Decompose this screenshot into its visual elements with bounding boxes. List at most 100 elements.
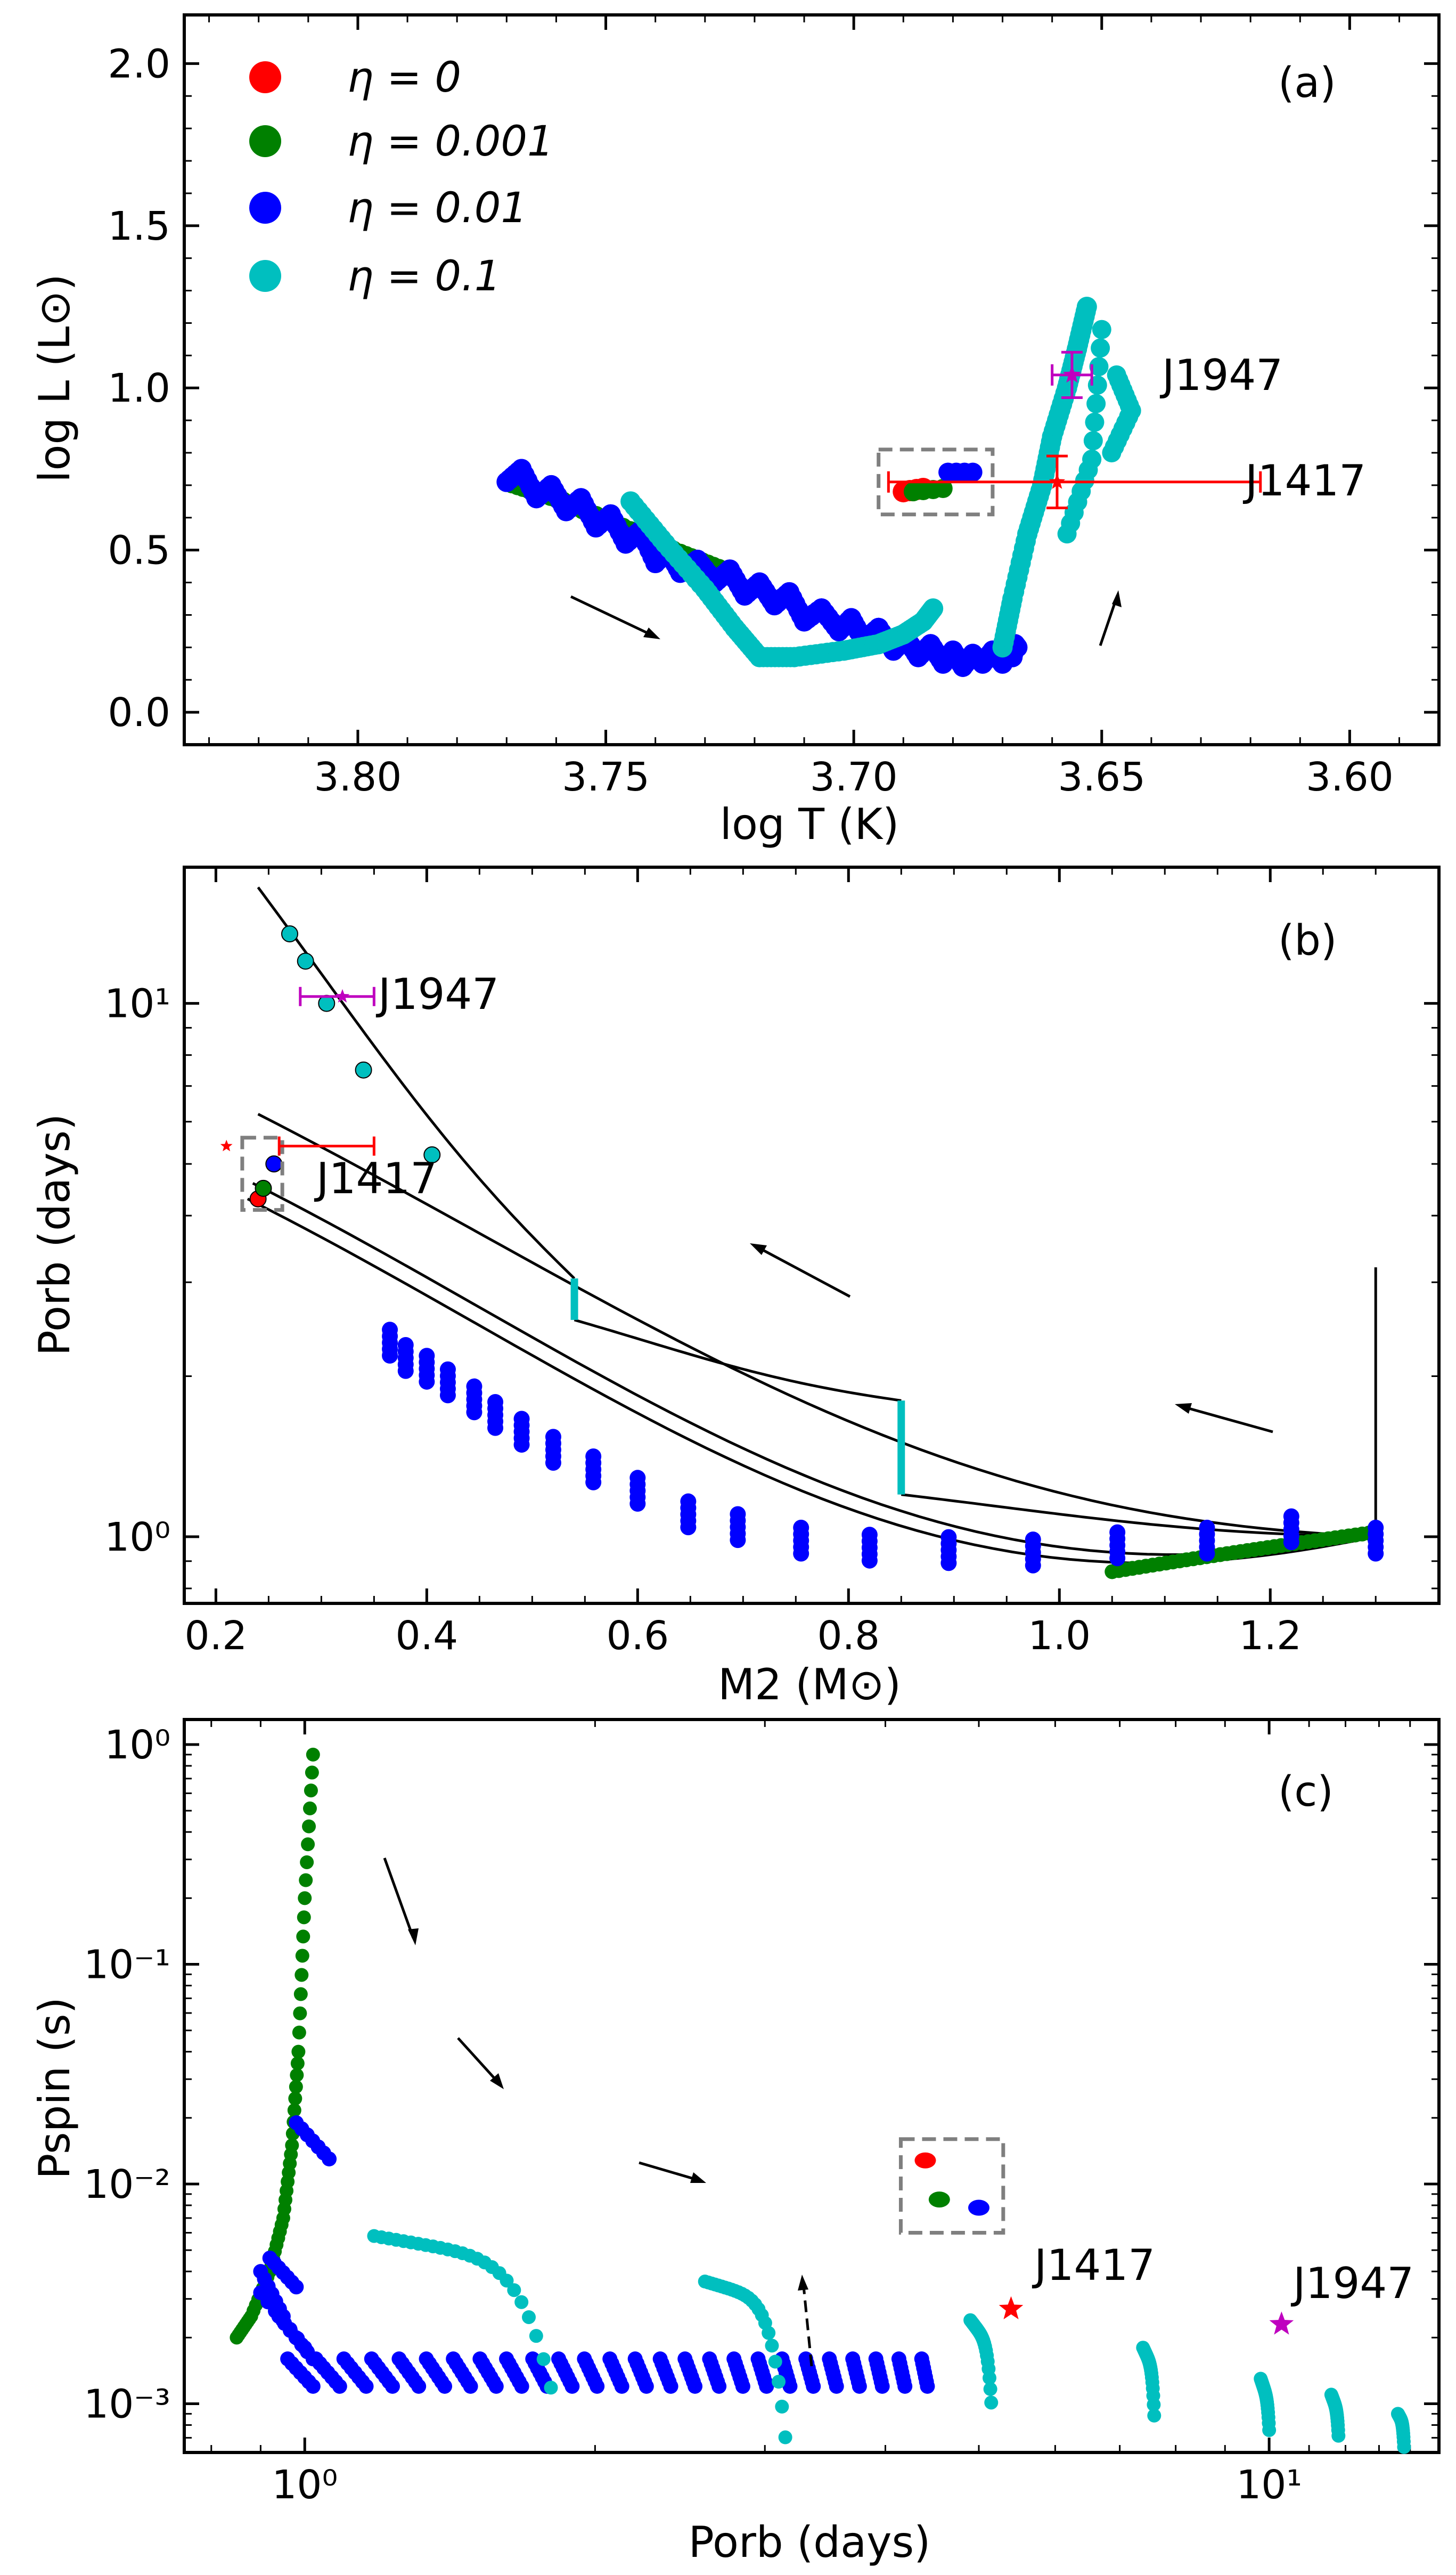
- eta-001-point: [730, 1506, 746, 1522]
- eta-01-point: [500, 2274, 514, 2288]
- panel-b-ylabel: Porb (days): [30, 1114, 79, 1356]
- x-tick-label: 3.80: [314, 754, 402, 800]
- panel-a-ylabel: log L (L⊙): [30, 274, 79, 482]
- eta-001-point: [1368, 1519, 1384, 1536]
- eta-001-point: [629, 1470, 646, 1486]
- panel-a: 3.80 3.75 3.70 3.65 3.60 0.0 0.5 1.0 1.5 2.0 η = …: [30, 13, 1441, 849]
- eta-001-point: [466, 1378, 482, 1395]
- eta-001-point: [565, 2378, 580, 2394]
- arrow: [457, 2037, 501, 2085]
- eta-01-point: [983, 2382, 997, 2396]
- eta-001-point: [759, 2378, 774, 2394]
- panel-c-arrows: [383, 1857, 813, 2367]
- y-tick-label: 10⁰: [104, 1722, 170, 1768]
- x-tick-label: 1.0: [1028, 1613, 1091, 1659]
- arrowhead: [408, 1928, 419, 1945]
- y-tick-label: 2.0: [108, 41, 170, 87]
- arrowhead: [490, 2073, 504, 2089]
- eta-001-point: [358, 2378, 374, 2394]
- eta-01-point: [765, 2338, 779, 2353]
- eta-0001-point: [302, 1801, 317, 1815]
- legend-marker-eta-0: [249, 61, 281, 93]
- eta-01-point: [982, 2371, 996, 2385]
- eta-001-point: [852, 2378, 867, 2394]
- end-point: [265, 1155, 283, 1173]
- panel-c: 10⁰ 10¹ 10⁻³ 10⁻² 10⁻¹ 10⁰ (c) J1417 J1947 Po…: [30, 1718, 1441, 2567]
- eta-0001-point: [290, 2056, 305, 2071]
- eta-0001-point: [298, 1891, 312, 1905]
- eta-001-point: [920, 2378, 935, 2394]
- eta-01-point: [536, 2352, 551, 2366]
- eta-001-point: [513, 1411, 530, 1427]
- eta-001-point: [861, 1527, 878, 1543]
- j1417-star: [999, 2296, 1024, 2319]
- arrowhead: [1112, 590, 1122, 607]
- panel-b-ticks: 0.2 0.4 0.6 0.8 1.0 1.2 10⁰ 10¹: [104, 867, 1439, 1659]
- y-tick-label: 10⁻²: [84, 2162, 170, 2207]
- eta-001-point: [1109, 1524, 1126, 1541]
- eta-0001-point: [297, 1910, 311, 1925]
- eta-01-point: [1082, 450, 1102, 469]
- eta-01-point: [1331, 2429, 1346, 2443]
- x-tick-label: 3.60: [1306, 754, 1394, 800]
- end-point: [928, 2191, 950, 2208]
- eta-0001-point: [305, 1765, 319, 1780]
- panel-c-xlabel: Porb (days): [689, 2517, 931, 2567]
- y-tick-label: 10⁻¹: [84, 1942, 170, 1987]
- panel-b-frame: [183, 866, 1441, 1605]
- y-tick-label: 1.0: [108, 365, 170, 411]
- eta-001-point: [382, 1322, 398, 1338]
- eta-01-point: [1091, 338, 1110, 358]
- panel-b-j1417-label: J1417: [314, 1154, 437, 1203]
- eta-01-point: [423, 1146, 441, 1163]
- panel-a-data: [496, 297, 1262, 677]
- eta-001-point: [545, 1429, 561, 1445]
- arrowhead: [1175, 1403, 1192, 1414]
- eta-001-point: [419, 1348, 435, 1364]
- eta-001-point: [1283, 1508, 1299, 1525]
- j1947-star: [1269, 2311, 1294, 2335]
- x-tick-label: 0.6: [606, 1613, 669, 1659]
- eta-0001-point: [285, 2138, 299, 2153]
- arrow: [570, 595, 657, 639]
- j1947-star: [1062, 365, 1081, 383]
- y-tick-label: 10⁰: [104, 1514, 170, 1560]
- eta-001-point: [793, 1519, 809, 1536]
- eta-001-point: [782, 2378, 798, 2394]
- eta-0001-point: [293, 1987, 308, 2001]
- eta-001-point: [680, 1493, 697, 1510]
- panel-c-ylabel: Pspin (s): [30, 1997, 79, 2179]
- eta-001-point: [463, 2378, 478, 2394]
- panel-c-ticks: 10⁰ 10¹ 10⁻³ 10⁻² 10⁻¹ 10⁰: [84, 1720, 1439, 2508]
- panel-a-label: (a): [1278, 59, 1336, 107]
- eta-001-point: [897, 2378, 913, 2394]
- x-tick-label: 0.2: [185, 1613, 248, 1659]
- x-tick-label: 0.8: [817, 1613, 880, 1659]
- eta-01-point: [544, 2381, 558, 2395]
- y-tick-label: 1.5: [108, 203, 170, 249]
- eta-01-point: [281, 925, 298, 943]
- eta-0001-point: [295, 1968, 309, 1982]
- x-tick-label: 10⁰: [272, 2462, 338, 2508]
- eta-0001-point: [295, 1949, 309, 1963]
- panel-a-arrows: [570, 590, 1122, 646]
- eta-001-point: [385, 2378, 400, 2394]
- arrow-dashed: [801, 2280, 813, 2367]
- legend: η = 0 η = 0.001 η = 0.01 η = 0.1: [249, 54, 554, 300]
- eta-0001-point: [287, 2103, 301, 2117]
- arrowhead: [798, 2275, 808, 2291]
- eta-001-point: [711, 2378, 727, 2394]
- eta-001-point: [688, 2378, 703, 2394]
- eta-01-track: [257, 886, 576, 1280]
- end-point: [255, 1179, 272, 1197]
- eta-0001-point: [306, 1747, 320, 1762]
- panel-c-frame: [183, 1718, 1441, 2454]
- arrow: [1181, 1405, 1273, 1433]
- eta-001-point: [663, 2378, 678, 2394]
- eta-001-point: [806, 2378, 821, 2394]
- panel-b-arrows: [750, 1243, 1273, 1433]
- panel-c-j1417-label: J1417: [1032, 2240, 1155, 2290]
- arrowhead: [750, 1243, 767, 1255]
- eta-001-point: [439, 1361, 456, 1378]
